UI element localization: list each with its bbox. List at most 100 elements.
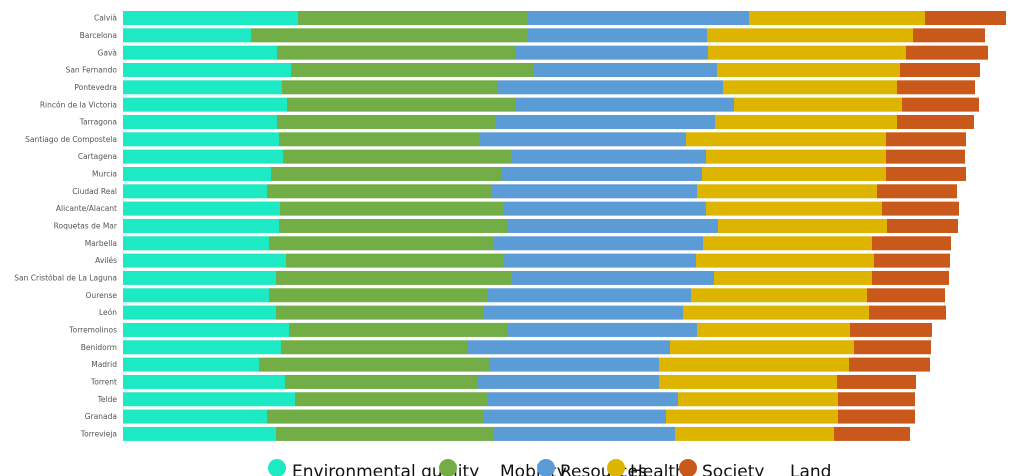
bar-calvia-mobility[interactable] — [298, 11, 527, 25]
bar-tarragona-health[interactable] — [715, 114, 897, 129]
bar-telde-environmental-quality[interactable] — [123, 392, 295, 407]
bar-san-cristobal-de-la-laguna-health[interactable] — [714, 270, 872, 285]
bar-aviles-health[interactable] — [696, 253, 874, 268]
bar-san-fernando-health[interactable] — [717, 62, 900, 77]
bar-cartagena-society[interactable] — [886, 149, 965, 164]
bar-barcelona-health[interactable] — [707, 28, 913, 43]
bar-gava-health[interactable] — [708, 45, 906, 60]
bar-leon-mobility[interactable] — [276, 305, 483, 320]
bar-rincon-de-la-victoria-health[interactable] — [734, 97, 902, 112]
bar-torrent-resources[interactable] — [478, 374, 659, 389]
bar-cartagena-environmental-quality[interactable] — [123, 149, 283, 164]
bar-pontevedra-resources[interactable] — [497, 80, 723, 95]
bar-torrevieja-society[interactable] — [834, 426, 910, 441]
bar-roquetas-de-mar-environmental-quality[interactable] — [123, 218, 279, 233]
bar-torremolinos-resources[interactable] — [507, 322, 697, 337]
bar-calvia-environmental-quality[interactable] — [123, 11, 298, 25]
bar-madrid-society[interactable] — [849, 357, 930, 372]
bar-gava-society[interactable] — [906, 45, 988, 60]
bar-torrevieja-resources[interactable] — [494, 426, 675, 441]
bar-gava-resources[interactable] — [515, 45, 708, 60]
bar-murcia-environmental-quality[interactable] — [123, 166, 271, 181]
bar-benidorm-health[interactable] — [670, 340, 854, 355]
bar-barcelona-environmental-quality[interactable] — [123, 28, 251, 43]
bar-murcia-mobility[interactable] — [271, 166, 501, 181]
bar-san-fernando-mobility[interactable] — [291, 62, 533, 77]
bar-telde-resources[interactable] — [487, 392, 678, 407]
bar-granada-environmental-quality[interactable] — [123, 409, 267, 424]
bar-san-fernando-environmental-quality[interactable] — [123, 62, 291, 77]
bar-murcia-health[interactable] — [702, 166, 886, 181]
bar-alicante-alacant-resources[interactable] — [504, 201, 706, 216]
bar-pontevedra-mobility[interactable] — [282, 80, 497, 95]
bar-gava-mobility[interactable] — [277, 45, 515, 60]
bar-calvia-resources[interactable] — [527, 11, 749, 25]
bar-tarragona-environmental-quality[interactable] — [123, 114, 277, 129]
bar-leon-society[interactable] — [869, 305, 946, 320]
bar-alicante-alacant-society[interactable] — [882, 201, 959, 216]
bar-roquetas-de-mar-health[interactable] — [718, 218, 887, 233]
bar-pontevedra-health[interactable] — [723, 80, 897, 95]
bar-leon-resources[interactable] — [483, 305, 683, 320]
bar-torrevieja-environmental-quality[interactable] — [123, 426, 276, 441]
bar-telde-health[interactable] — [678, 392, 838, 407]
bar-aviles-resources[interactable] — [503, 253, 696, 268]
bar-san-cristobal-de-la-laguna-environmental-quality[interactable] — [123, 270, 276, 285]
bar-ourense-society[interactable] — [867, 288, 945, 303]
bar-telde-mobility[interactable] — [295, 392, 487, 407]
bar-roquetas-de-mar-mobility[interactable] — [279, 218, 508, 233]
bar-roquetas-de-mar-society[interactable] — [887, 218, 958, 233]
bar-madrid-mobility[interactable] — [259, 357, 489, 372]
bar-san-cristobal-de-la-laguna-society[interactable] — [872, 270, 949, 285]
bar-san-cristobal-de-la-laguna-resources[interactable] — [511, 270, 714, 285]
bar-ourense-resources[interactable] — [488, 288, 691, 303]
bar-san-fernando-society[interactable] — [900, 62, 980, 77]
bar-benidorm-mobility[interactable] — [281, 340, 468, 355]
bar-aviles-environmental-quality[interactable] — [123, 253, 286, 268]
bar-pontevedra-environmental-quality[interactable] — [123, 80, 282, 95]
bar-madrid-resources[interactable] — [489, 357, 659, 372]
bar-tarragona-resources[interactable] — [495, 114, 715, 129]
bar-alicante-alacant-health[interactable] — [706, 201, 882, 216]
bar-tarragona-society[interactable] — [897, 114, 974, 129]
bar-cartagena-mobility[interactable] — [283, 149, 511, 164]
bar-marbella-environmental-quality[interactable] — [123, 236, 269, 251]
bar-leon-environmental-quality[interactable] — [123, 305, 276, 320]
bar-granada-society[interactable] — [838, 409, 915, 424]
bar-santiago-de-compostela-mobility[interactable] — [279, 132, 480, 147]
bar-benidorm-society[interactable] — [854, 340, 931, 355]
bar-tarragona-mobility[interactable] — [277, 114, 495, 129]
bar-calvia-health[interactable] — [749, 11, 925, 25]
bar-torrent-mobility[interactable] — [285, 374, 478, 389]
bar-gava-environmental-quality[interactable] — [123, 45, 277, 60]
bar-san-fernando-resources[interactable] — [533, 62, 717, 77]
bar-san-cristobal-de-la-laguna-mobility[interactable] — [276, 270, 511, 285]
bar-barcelona-mobility[interactable] — [251, 28, 528, 43]
bar-ciudad-real-environmental-quality[interactable] — [123, 184, 267, 199]
bar-marbella-health[interactable] — [703, 236, 872, 251]
bar-alicante-alacant-environmental-quality[interactable] — [123, 201, 280, 216]
bar-rincon-de-la-victoria-mobility[interactable] — [287, 97, 515, 112]
bar-rincon-de-la-victoria-society[interactable] — [902, 97, 979, 112]
bar-benidorm-resources[interactable] — [468, 340, 670, 355]
bar-torrent-society[interactable] — [837, 374, 916, 389]
bar-cartagena-health[interactable] — [706, 149, 886, 164]
bar-torrevieja-mobility[interactable] — [276, 426, 494, 441]
bar-santiago-de-compostela-environmental-quality[interactable] — [123, 132, 279, 147]
bar-rincon-de-la-victoria-resources[interactable] — [515, 97, 734, 112]
bar-santiago-de-compostela-health[interactable] — [686, 132, 886, 147]
bar-ourense-environmental-quality[interactable] — [123, 288, 269, 303]
bar-santiago-de-compostela-resources[interactable] — [480, 132, 686, 147]
bar-torremolinos-society[interactable] — [850, 322, 932, 337]
bar-pontevedra-society[interactable] — [897, 80, 975, 95]
bar-barcelona-resources[interactable] — [528, 28, 707, 43]
bar-torremolinos-health[interactable] — [697, 322, 850, 337]
bar-marbella-mobility[interactable] — [269, 236, 493, 251]
bar-aviles-society[interactable] — [874, 253, 950, 268]
bar-granada-health[interactable] — [666, 409, 838, 424]
bar-granada-mobility[interactable] — [267, 409, 483, 424]
bar-barcelona-society[interactable] — [913, 28, 985, 43]
bar-telde-society[interactable] — [838, 392, 915, 407]
bar-madrid-environmental-quality[interactable] — [123, 357, 259, 372]
bar-torremolinos-environmental-quality[interactable] — [123, 322, 289, 337]
